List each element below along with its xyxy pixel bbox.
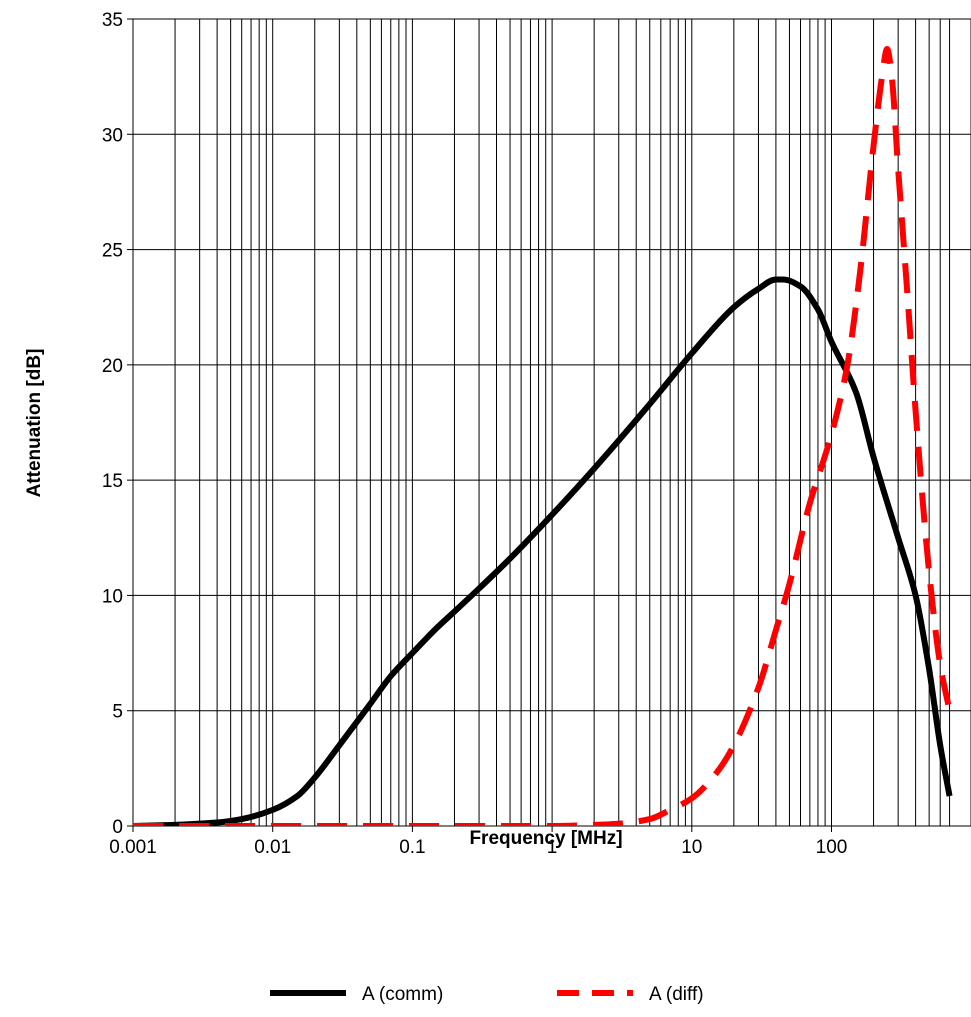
- y-tick-label: 15: [102, 471, 123, 492]
- legend: A (comm) A (diff): [270, 984, 704, 1005]
- legend-label: A (comm): [362, 984, 443, 1005]
- series-line-comm: [133, 276, 953, 826]
- grid: [133, 19, 971, 826]
- y-tick-label: 25: [102, 241, 123, 262]
- y-tick-labels: 0 5 10 15 20 25 30 35: [102, 10, 133, 838]
- y-axis-title: Attenuation [dB]: [24, 349, 45, 498]
- y-tick-label: 5: [112, 702, 123, 723]
- y-tick-label: 0: [112, 817, 123, 838]
- legend-label: A (diff): [649, 984, 704, 1005]
- series-line-diff: [133, 45, 953, 826]
- series: [133, 45, 953, 826]
- x-tick-label: 0.01: [254, 837, 291, 858]
- x-tick-label: 100: [816, 837, 848, 858]
- y-tick-label: 10: [102, 586, 123, 607]
- y-tick-label: 35: [102, 10, 123, 31]
- x-tick-labels: 0.001 0.01 0.1 1 10 100: [109, 826, 847, 858]
- y-tick-label: 20: [102, 356, 123, 377]
- x-tick-label: 0.001: [109, 837, 157, 858]
- x-tick-label: 0.1: [399, 837, 425, 858]
- x-axis-title: Frequency [MHz]: [469, 828, 622, 849]
- x-tick-label: 10: [681, 837, 702, 858]
- y-tick-label: 30: [102, 125, 123, 146]
- x-tick-label: 1: [547, 837, 558, 858]
